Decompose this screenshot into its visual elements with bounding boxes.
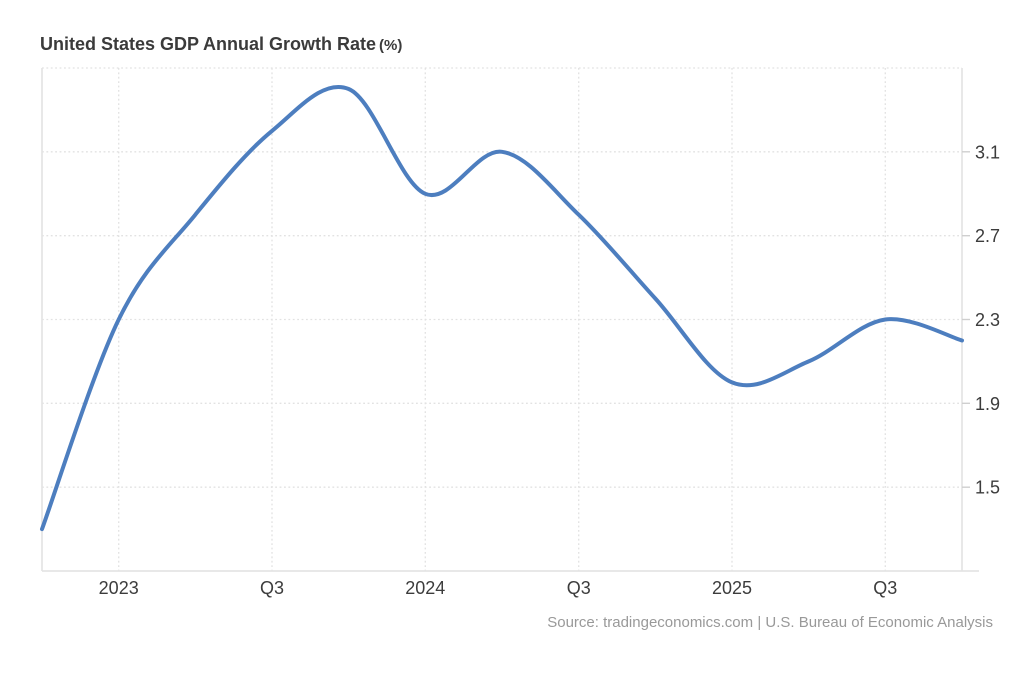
chart-title: United States GDP Annual Growth Rate (%): [40, 35, 402, 53]
x-axis-tick-label: 2025: [712, 578, 752, 598]
gdp-annual-growth-line-chart[interactable]: 3.1 2.7 2.3 1.9 1.5 2023 Q3 2024 Q3 2025 Q3: [0, 0, 1023, 610]
x-axis-tick-label: Q3: [873, 578, 897, 598]
gdp-growth-series-line[interactable]: [40, 85, 964, 532]
y-axis-tick-label: 2.3: [975, 310, 1000, 330]
x-axis-tick-label: 2023: [99, 578, 139, 598]
y-axis-tick-label: 3.1: [975, 142, 1000, 162]
source-attribution: Source: tradingeconomics.com | U.S. Bure…: [547, 614, 993, 631]
y-axis-tick-label: 1.9: [975, 394, 1000, 414]
y-axis-tick-label: 2.7: [975, 226, 1000, 246]
chart-title-unit: (%): [379, 37, 403, 54]
y-axis-tick-label: 1.5: [975, 478, 1000, 498]
x-axis-tick-label: Q3: [260, 578, 284, 598]
x-axis-tick-label: 2024: [405, 578, 445, 598]
x-axis-tick-label: Q3: [567, 578, 591, 598]
chart-title-text: United States GDP Annual Growth Rate: [40, 34, 377, 54]
